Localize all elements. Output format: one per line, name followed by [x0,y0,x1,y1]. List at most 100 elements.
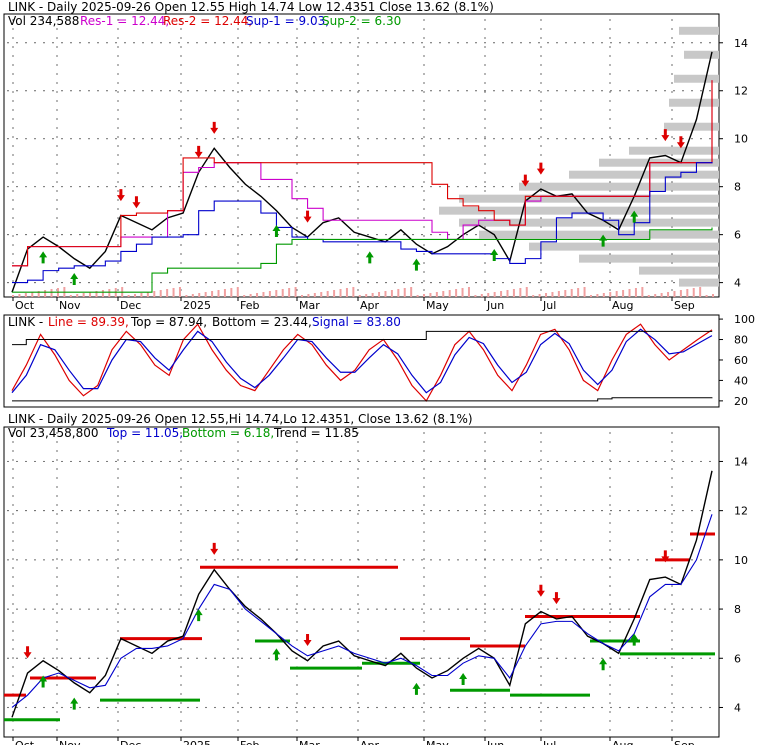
grid-dot [56,145,58,147]
grid-dot [340,138,342,140]
grid-dot [7,657,9,659]
grid-dot [357,684,359,686]
grid-dot [56,163,58,165]
grid-dot [70,706,72,709]
grid-dot [520,510,522,512]
grid-dot [151,90,153,92]
grid-dot [540,73,542,75]
grid-dot [357,217,359,219]
volume-profile-bar [519,182,719,191]
volume-bar [178,287,181,297]
grid-dot [56,684,58,686]
grid-dot [12,226,14,228]
grid-dot [423,594,425,596]
grid-dot [117,621,119,623]
grid-dot [12,603,14,605]
grid-dot [16,138,18,140]
grid-dot [237,504,239,506]
grid-dot [520,138,522,140]
grid-dot [423,91,425,93]
grid-dot [52,608,54,610]
grid-dot [484,657,486,659]
grid-dot [180,253,182,255]
volume-bar [667,292,670,297]
grid-dot [511,657,513,659]
grid-dot [601,559,603,561]
grid-dot [124,138,126,140]
volume-bar [140,293,143,297]
y-tick-label: 60 [734,354,748,367]
grid-dot [56,630,58,632]
grid-dot [12,558,14,560]
grid-dot [423,585,425,587]
grid-dot [529,706,531,709]
volume-bar [660,293,663,297]
grid-dot [609,91,611,93]
grid-dot [646,608,648,610]
grid-dot [296,91,298,93]
grid-dot [237,154,239,156]
y-tick-label: 20 [734,395,748,408]
grid-dot [115,657,117,659]
sell-arrow [210,542,219,555]
grid-dot [540,82,542,84]
grid-dot [609,540,611,542]
grid-dot [484,702,486,704]
grid-dot [502,90,504,92]
grid-dot [296,576,298,578]
grid-dot [357,19,359,21]
grid-dot [237,585,239,587]
grid-dot [296,720,298,722]
grid-dot [151,186,153,188]
grid-dot [540,729,542,731]
volume-readout: Vol 234,588 [8,14,79,28]
grid-dot [340,559,342,561]
grid-dot [124,706,126,709]
grid-dot [475,460,477,463]
grid-dot [142,608,144,610]
grid-dot [601,42,603,44]
grid-dot [610,657,612,659]
grid-dot [241,138,243,140]
grid-dot [493,706,495,709]
grid-dot [466,559,468,561]
grid-dot [574,510,576,512]
grid-dot [448,460,450,463]
grid-dot [520,657,522,659]
y-tick-label: 14 [734,455,748,468]
grid-dot [115,138,117,140]
grid-dot [423,675,425,677]
grid-dot [268,282,270,284]
grid-dot [117,657,119,659]
x-tick-label: Sep [674,299,695,312]
grid-dot [466,234,468,236]
volume-bar [461,288,464,297]
grid-dot [412,138,414,140]
volume-bar [564,290,567,297]
grid-dot [237,531,239,533]
grid-dot [133,138,135,140]
volume-bar [622,290,625,297]
grid-dot [475,510,477,512]
grid-dot [493,559,495,561]
grid-dot [79,460,81,463]
y-tick-label: 8 [734,603,741,616]
grid-dot [610,608,612,610]
grid-dot [540,468,542,470]
grid-dot [237,477,239,479]
grid-dot [421,608,423,610]
grid-dot [637,42,639,44]
volume-bar [506,290,509,297]
grid-dot [12,639,14,641]
grid-dot [117,711,119,713]
grid-dot [160,510,162,512]
grid-dot [376,90,378,92]
grid-dot [286,510,288,512]
grid-dot [484,91,486,93]
grid-dot [61,282,63,284]
grid-dot [484,19,486,21]
grid-dot [423,576,425,578]
grid-dot [412,559,414,561]
grid-dot [133,510,135,512]
